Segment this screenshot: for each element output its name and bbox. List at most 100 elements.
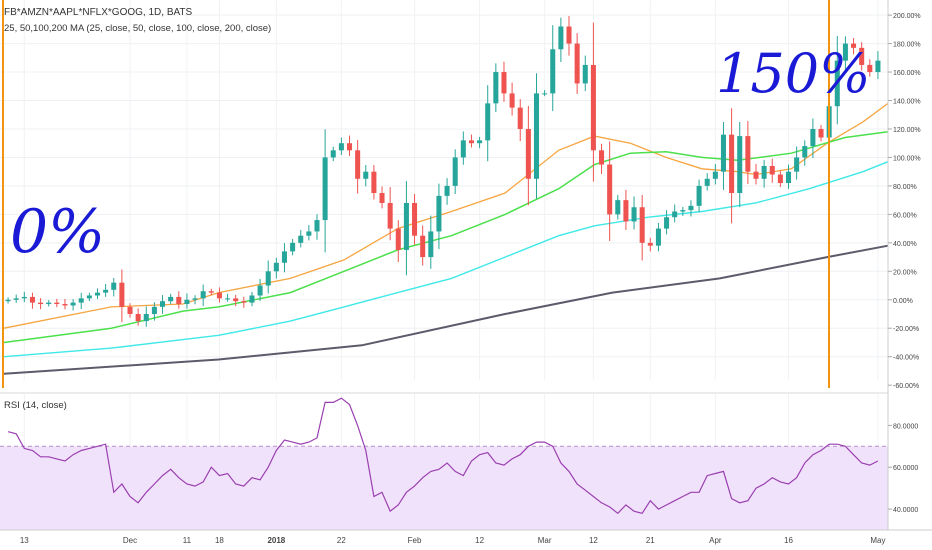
candle — [460, 131, 466, 165]
candle — [444, 178, 450, 205]
candle-body — [363, 171, 369, 179]
price-tick-label: -20.00% — [893, 326, 919, 333]
candle — [78, 292, 84, 310]
candle — [859, 42, 865, 71]
candle-body — [208, 291, 214, 293]
candle — [273, 257, 279, 279]
candle-body — [655, 228, 661, 246]
candle — [249, 291, 255, 307]
candle-body — [501, 72, 507, 94]
candle-body — [623, 200, 629, 222]
candle — [338, 137, 344, 155]
candle-body — [615, 200, 621, 215]
candle — [501, 61, 507, 102]
candle — [160, 295, 166, 314]
candle — [509, 82, 515, 116]
candle-body — [5, 299, 11, 302]
candle — [818, 125, 824, 142]
candle — [371, 165, 377, 200]
candle — [729, 108, 735, 224]
candle-body — [420, 235, 426, 258]
candle — [623, 189, 629, 230]
ma-line-1 — [3, 131, 889, 344]
candle-body — [62, 304, 68, 306]
candle-body — [371, 171, 377, 194]
time-tick-label: 16 — [784, 536, 793, 545]
candle — [21, 291, 27, 303]
candle-body — [21, 296, 27, 299]
candle-body — [119, 282, 125, 307]
candle — [753, 164, 759, 185]
time-tick-label: 11 — [183, 536, 192, 545]
candle-body — [38, 302, 44, 305]
candle-body — [355, 150, 361, 179]
candle — [13, 294, 19, 303]
candle-body — [875, 60, 881, 73]
candle-body — [851, 43, 857, 48]
candle — [842, 36, 848, 72]
time-tick-label: Feb — [408, 536, 422, 545]
candle — [582, 55, 588, 92]
ma-line-3 — [3, 244, 889, 375]
candle — [566, 16, 572, 56]
price-axis: 200.00% 180.00% 160.00% 140.00% 120.00% 100.0… — [888, 13, 921, 390]
candle-body — [664, 217, 670, 229]
candle — [672, 204, 678, 223]
candle-body — [265, 271, 271, 286]
candle — [298, 230, 304, 248]
candle — [395, 220, 401, 263]
time-tick-label: May — [870, 536, 885, 545]
price-tick-label: 180.00% — [893, 42, 921, 49]
candle-body — [86, 295, 92, 299]
candle — [216, 287, 222, 303]
candle — [46, 300, 52, 307]
candle — [468, 134, 474, 148]
candle — [265, 260, 271, 294]
price-tick-label: 200.00% — [893, 13, 921, 20]
price-tick-label: 0.00% — [893, 298, 913, 305]
candle — [550, 25, 556, 112]
candle — [379, 186, 385, 209]
candle-body — [330, 150, 336, 158]
candle-body — [322, 157, 328, 221]
candle — [867, 59, 873, 77]
price-tick-label: 120.00% — [893, 127, 921, 134]
candle — [664, 210, 670, 235]
candle-body — [647, 242, 653, 246]
moving-averages — [3, 102, 889, 375]
candle — [355, 139, 361, 194]
candle-body — [444, 185, 450, 196]
candle — [290, 238, 296, 256]
candle — [631, 196, 637, 230]
candle-body — [168, 296, 174, 302]
ma-line-2 — [3, 161, 889, 358]
candle-body — [54, 302, 60, 305]
candle — [477, 136, 483, 149]
candle-body — [599, 150, 605, 165]
candle — [558, 17, 564, 62]
candle-body — [298, 235, 304, 243]
candle — [493, 63, 499, 113]
candle — [241, 296, 247, 308]
time-tick-label: 18 — [215, 536, 224, 545]
candle-body — [509, 93, 515, 108]
candle — [777, 170, 783, 187]
candle — [525, 105, 531, 206]
candle — [599, 143, 605, 174]
price-tick-label: 40.00% — [893, 241, 917, 248]
candle-body — [184, 299, 190, 305]
candle-body — [477, 140, 483, 144]
candle-body — [135, 313, 141, 322]
candle — [794, 146, 800, 180]
candle — [225, 293, 231, 302]
candle — [647, 237, 653, 252]
candle — [704, 173, 710, 191]
candle-body — [46, 302, 52, 305]
candle-body — [525, 128, 531, 179]
candle — [322, 129, 328, 253]
candle — [428, 215, 434, 269]
candle — [420, 225, 426, 266]
candle — [363, 165, 369, 187]
candle — [54, 298, 60, 308]
candle-body — [338, 143, 344, 151]
